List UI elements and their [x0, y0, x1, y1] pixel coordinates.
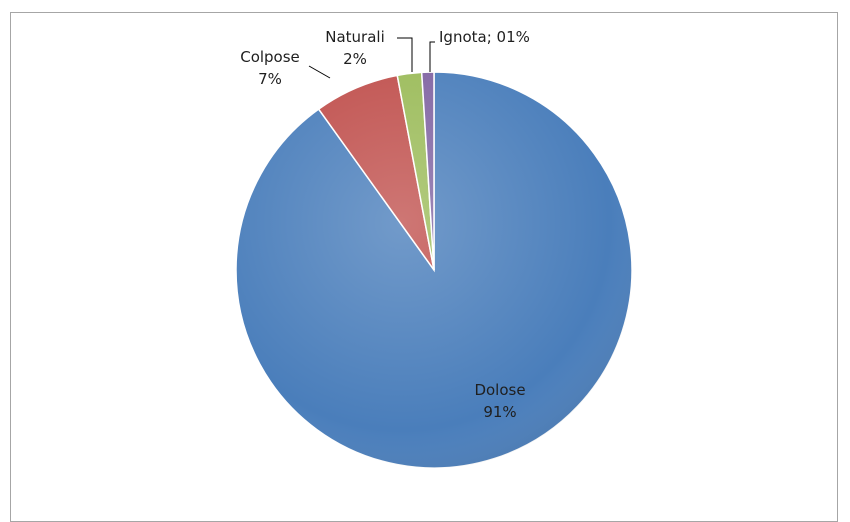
leader-line-naturali — [397, 37, 413, 72]
pie-slices — [235, 71, 633, 469]
leader-lines — [308, 37, 435, 79]
data-label-ignota: Ignota; 01% — [439, 28, 530, 46]
data-label-colpose: Colpose 7% — [240, 48, 300, 88]
data-label-dolose: Dolose 91% — [474, 381, 525, 421]
leader-line-colpose — [308, 65, 331, 79]
leader-line-ignota — [429, 41, 435, 72]
data-label-naturali: Naturali 2% — [325, 28, 385, 68]
data-labels: Dolose 91% Colpose 7% Naturali 2% Ignota; 01% — [240, 28, 530, 421]
